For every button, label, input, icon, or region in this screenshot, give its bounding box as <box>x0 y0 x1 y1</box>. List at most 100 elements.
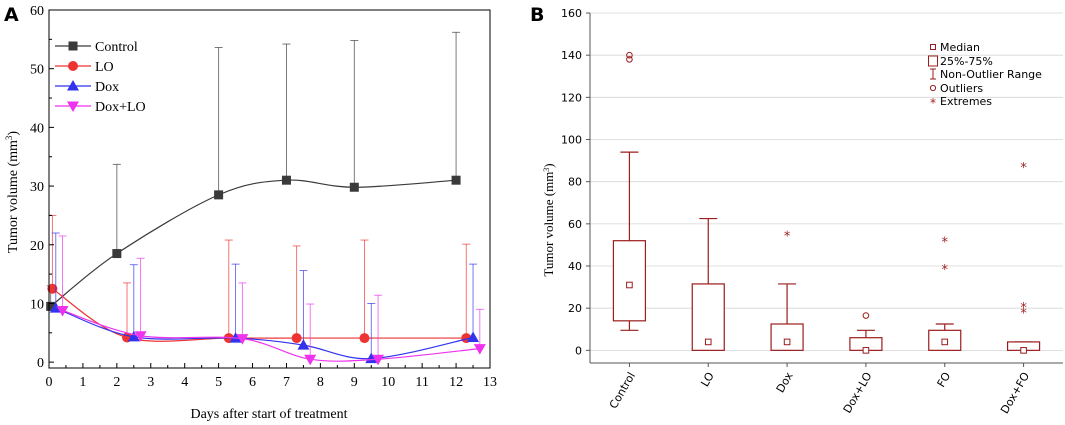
panel-a-data-point <box>229 332 242 343</box>
panel-a-data-point <box>281 175 291 185</box>
panel-a-y-tick-label: 60 <box>30 4 44 19</box>
panel-b-median-marker <box>862 347 870 354</box>
panel-a-x-tick-label: 5 <box>215 375 222 390</box>
panel-a-x-tick-label: 9 <box>351 375 358 390</box>
panel-a-x-tick-label: 2 <box>113 375 120 390</box>
panel-b-y-tick-label: 140 <box>561 49 582 62</box>
panel-b-box-dox: * <box>770 229 804 351</box>
panel-b-y-axis-label: Tumor volume (mm3) <box>541 163 556 276</box>
panel-b-outlier-point <box>626 56 633 63</box>
panel-b-gridlines <box>590 12 1063 351</box>
panel-b-legend-box-symbol <box>928 55 938 67</box>
panel-b-extreme-point: * <box>784 229 791 244</box>
panel-a-data-point <box>297 339 310 350</box>
panel-a-series-line <box>52 288 467 342</box>
panel-b-box-lo <box>691 217 725 351</box>
panel-b-extreme-point: * <box>1020 306 1027 321</box>
panel-a-series-dox-plus-lo <box>56 235 486 366</box>
panel-b-outlier-point <box>626 51 633 59</box>
panel-a-y-tick-label: 0 <box>37 356 44 371</box>
panel-a-data-point <box>134 331 147 342</box>
panel-b-outlier-point <box>862 312 870 319</box>
panel-b-legend-label: Median <box>940 41 980 54</box>
panel-b-box-dox-plus-fo: *** <box>1006 161 1041 354</box>
panel-a-data-point <box>451 175 461 185</box>
panel-a-legend-label: Dox+LO <box>95 100 146 115</box>
panel-a-data-point <box>49 302 62 313</box>
panel-a-series-line <box>62 309 480 362</box>
panel-b-legend-label: 25%-75% <box>940 55 993 68</box>
panel-a-data-point <box>365 352 378 364</box>
panel-a-data-point <box>214 190 224 200</box>
panel-a-data-point <box>47 283 58 294</box>
panel-a-legend-marker <box>68 41 78 51</box>
panel-b-median-marker <box>626 281 633 289</box>
panel-a-x-tick-label: 7 <box>283 375 290 390</box>
panel-a-data-point <box>112 249 122 259</box>
panel-label-b: B <box>530 4 544 26</box>
panel-b-y-tick-label: 80 <box>568 176 582 189</box>
panel-label-a: A <box>4 4 19 26</box>
panel-b-extreme-point: * <box>942 263 949 278</box>
panel-a-y-tick-label: 20 <box>30 239 44 254</box>
panel-b-box-dox-plus-lo <box>849 312 883 354</box>
panel-b-y-tick-label: 60 <box>568 218 582 231</box>
panel-b-y-tick-label: 20 <box>568 302 582 315</box>
panel-b-y-tick-label: 100 <box>561 134 582 147</box>
panel-a-y-tick-label: 10 <box>30 297 44 312</box>
panel-a-y-axis-label: Tumor volume (mm3) <box>4 131 21 254</box>
panel-b-median-marker <box>783 338 791 346</box>
panel-a-series-control <box>46 31 461 311</box>
panel-a-data-point <box>349 182 359 192</box>
panel-b-box-control <box>612 51 647 331</box>
panel-a-series-line <box>50 179 457 307</box>
panel-a-x-tick-label: 0 <box>46 375 53 390</box>
panel-b-y-tick-label: 0 <box>575 344 582 357</box>
panel-a-x-tick-label: 3 <box>147 375 154 390</box>
panel-a-data-point <box>372 354 385 366</box>
panel-b-legend-outlier-symbol <box>929 84 937 92</box>
panel-b-legend-label: Non-Outlier Range <box>940 68 1042 81</box>
panel-b-x-tick-label: Dox <box>774 370 796 395</box>
panel-b-extreme-point: * <box>1020 161 1027 176</box>
panel-b-x-tick-label: Control <box>607 370 638 411</box>
panel-b-median-marker <box>704 338 712 346</box>
panel-b-legend-label: Outliers <box>940 82 983 95</box>
panel-a-legend-marker <box>67 101 79 112</box>
panel-a-data-point <box>127 330 140 342</box>
panel-a-data-point <box>467 331 480 342</box>
panel-b-y-tick-label: 120 <box>561 91 582 104</box>
panel-a-series-lo <box>47 214 472 344</box>
panel-a-legend-marker <box>67 80 79 91</box>
panel-a-x-tick-label: 6 <box>249 375 256 390</box>
panel-b-median-marker <box>941 338 949 346</box>
panel-b-extreme-point: * <box>942 236 949 251</box>
panel-b-x-tick-label: FO <box>935 370 954 390</box>
panel-a-series-line <box>55 307 474 360</box>
panel-a-legend-label: LO <box>95 60 114 75</box>
panel-a-data-point <box>473 344 486 355</box>
panel-a-data-point <box>291 333 302 344</box>
panel-a-x-axis-label: Days after start of treatment <box>190 407 347 422</box>
panel-a-data-point <box>46 301 56 311</box>
panel-b-iqr-box <box>770 323 804 351</box>
panel-b-y-tick-label: 160 <box>561 7 582 20</box>
panel-b-y-tick-label: 40 <box>568 260 582 273</box>
panel-a-x-tick-label: 11 <box>415 375 428 390</box>
panel-b-boxes: * * * * * * <box>612 51 1041 354</box>
panel-a-data-point <box>56 305 69 317</box>
panel-a-x-tick-label: 4 <box>181 375 188 390</box>
panel-b-legend-extreme-symbol: * <box>930 96 936 110</box>
panel-a-data-point <box>304 354 317 366</box>
panel-a-y-tick-label: 40 <box>30 121 44 136</box>
panel-a-legend-label: Dox <box>95 80 119 95</box>
panel-a-x-tick-label: 10 <box>381 375 395 390</box>
panel-a-y-tick-label: 30 <box>30 180 44 195</box>
panel-a-legend-marker <box>68 61 78 71</box>
panel-b-x-tick-label: Dox+LO <box>841 370 875 416</box>
panel-a-series-dox <box>49 232 480 364</box>
